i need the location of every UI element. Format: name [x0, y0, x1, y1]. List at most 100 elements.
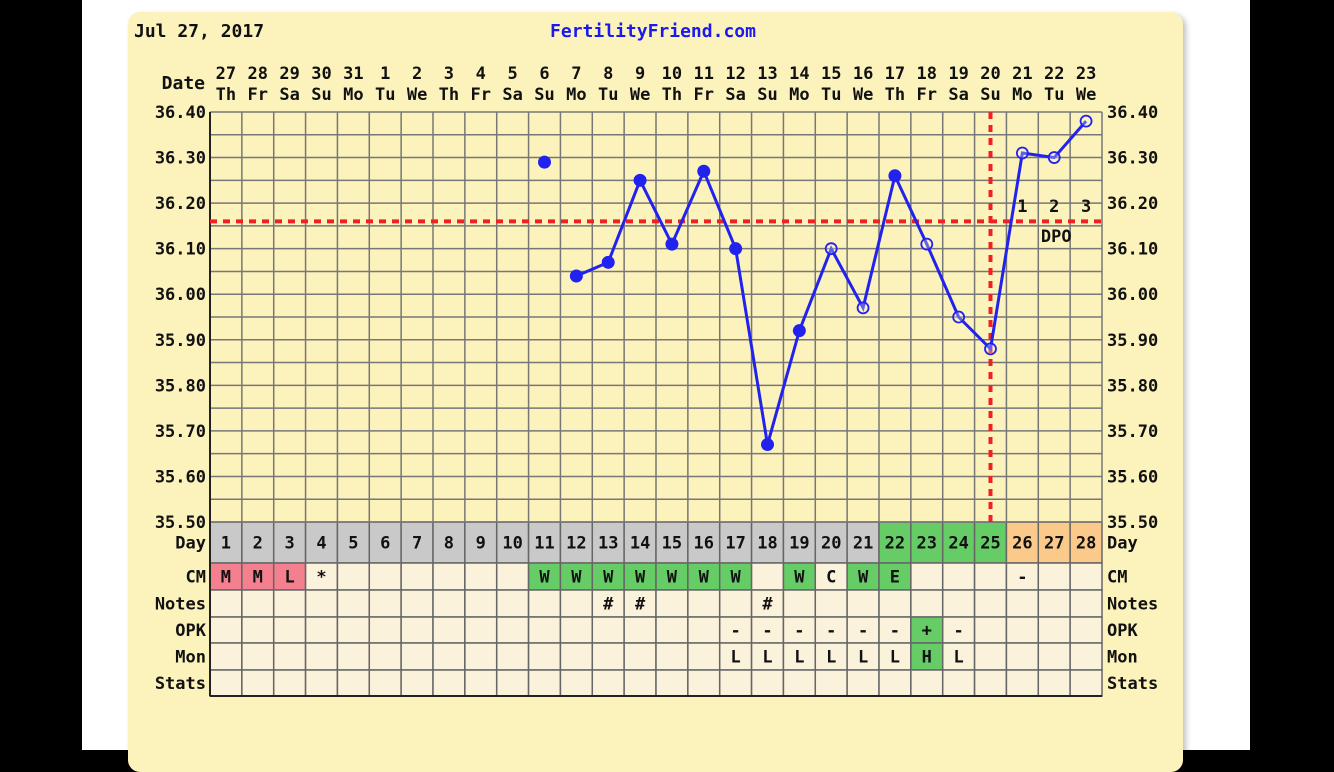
- mon-cell: [241, 642, 275, 671]
- y-tick-left: 35.70: [155, 422, 206, 442]
- day-cell-text: 7: [412, 534, 422, 554]
- date-tick: 18: [917, 64, 937, 84]
- stats-cell: [814, 669, 848, 697]
- opk-cell: [209, 616, 243, 644]
- stats-cell: [846, 669, 880, 697]
- mon-cell: [432, 642, 466, 671]
- day-cell-text: 2: [253, 534, 263, 554]
- weekday-tick: Su: [311, 85, 331, 105]
- temperature-point: [569, 269, 583, 283]
- temperature-point-open: [824, 242, 838, 256]
- date-tick: 11: [694, 64, 714, 84]
- cm-cell: [272, 562, 307, 591]
- y-tick-right: 36.30: [1107, 149, 1158, 169]
- cm-cell: [432, 562, 466, 591]
- stats-cell: [591, 669, 625, 697]
- y-tick-right: 35.50: [1107, 513, 1158, 533]
- date-tick: 30: [311, 64, 331, 84]
- row-label-right-notes: Notes: [1107, 595, 1158, 615]
- site-link[interactable]: FertilityFriend.com: [550, 21, 756, 42]
- weekday-tick: We: [853, 85, 873, 105]
- notes-cell: [209, 589, 243, 618]
- date-tick: 21: [1012, 64, 1032, 84]
- cm-cell: [1037, 562, 1071, 591]
- mon-cell: [495, 642, 530, 671]
- cm-cell: [623, 562, 657, 591]
- mon-cell-text: L: [954, 648, 964, 668]
- temperature-point-open: [856, 301, 870, 315]
- notes-cell: [527, 589, 562, 618]
- day-cell-text: 24: [948, 534, 968, 554]
- date-tick: 15: [821, 64, 841, 84]
- stats-cell: [973, 669, 1008, 697]
- opk-cell-text: -: [826, 621, 836, 641]
- y-tick-left: 35.60: [155, 467, 206, 487]
- opk-cell: [687, 616, 721, 644]
- temperature-point: [729, 242, 743, 256]
- day-cell-text: 27: [1044, 534, 1064, 554]
- cm-cell: [495, 562, 530, 591]
- weekday-tick: We: [407, 85, 427, 105]
- cm-cell: [846, 562, 880, 591]
- y-tick-right: 36.40: [1107, 103, 1158, 123]
- mon-cell-text: L: [858, 648, 868, 668]
- weekday-tick: Tu: [598, 85, 618, 105]
- day-cell-text: 15: [662, 534, 682, 554]
- day-cell-text: 14: [630, 534, 650, 554]
- notes-cell: [750, 589, 785, 618]
- row-label-right-opk: OPK: [1107, 621, 1138, 641]
- day-cell-text: 1: [221, 534, 231, 554]
- row-label-cm: CM: [186, 568, 206, 588]
- cm-cell: [750, 562, 785, 591]
- date-tick: 12: [725, 64, 745, 84]
- temperature-point-open: [1047, 151, 1061, 164]
- temperature-point: [665, 237, 679, 251]
- stats-cell: [623, 669, 657, 697]
- stats-cell: [1069, 669, 1103, 697]
- opk-cell: [878, 616, 912, 644]
- cm-cell: [368, 562, 402, 591]
- dpo-number: 1: [1017, 197, 1027, 217]
- day-cell-text: 13: [598, 534, 618, 554]
- y-tick-left: 36.00: [155, 285, 206, 305]
- weekday-tick: Fr: [694, 85, 714, 105]
- row-label-notes: Notes: [155, 595, 206, 615]
- notes-cell-text: #: [635, 595, 646, 615]
- mon-cell: [941, 642, 976, 671]
- day-cell-text: 9: [476, 534, 486, 554]
- opk-cell: [1005, 616, 1040, 644]
- stats-cell: [241, 669, 275, 697]
- day-cell-text: 8: [444, 534, 454, 554]
- y-tick-left: 36.10: [155, 240, 206, 260]
- weekday-tick: Fr: [248, 85, 268, 105]
- mon-cell: [304, 642, 339, 671]
- opk-cell: [495, 616, 530, 644]
- opk-cell-text: -: [794, 621, 804, 641]
- cm-cell: [241, 562, 275, 591]
- stats-cell: [432, 669, 466, 697]
- cm-cell-text: W: [603, 568, 614, 588]
- cm-cell-text: M: [221, 568, 231, 588]
- stats-cell: [687, 669, 721, 697]
- opk-cell: [782, 616, 817, 644]
- day-cell-text: 11: [534, 534, 554, 554]
- day-cell-text: 21: [853, 534, 873, 554]
- mon-cell: [591, 642, 625, 671]
- mon-cell: [400, 642, 434, 671]
- weekday-tick: Th: [216, 85, 236, 105]
- day-cell-text: 19: [789, 534, 809, 554]
- weekday-tick: Th: [439, 85, 459, 105]
- cm-cell-text: W: [731, 568, 742, 588]
- date-tick: 3: [444, 64, 454, 84]
- date-tick: 31: [343, 64, 363, 84]
- cm-cell-text: L: [285, 568, 295, 588]
- weekday-tick: Th: [885, 85, 905, 105]
- opk-cell: [973, 616, 1008, 644]
- mon-cell: [687, 642, 721, 671]
- weekday-tick: Su: [980, 85, 1000, 105]
- cm-cell: [336, 562, 371, 591]
- y-tick-right: 36.10: [1107, 240, 1158, 260]
- cm-cell-text: W: [858, 568, 869, 588]
- stats-cell: [272, 669, 307, 697]
- mon-cell-text: L: [762, 648, 772, 668]
